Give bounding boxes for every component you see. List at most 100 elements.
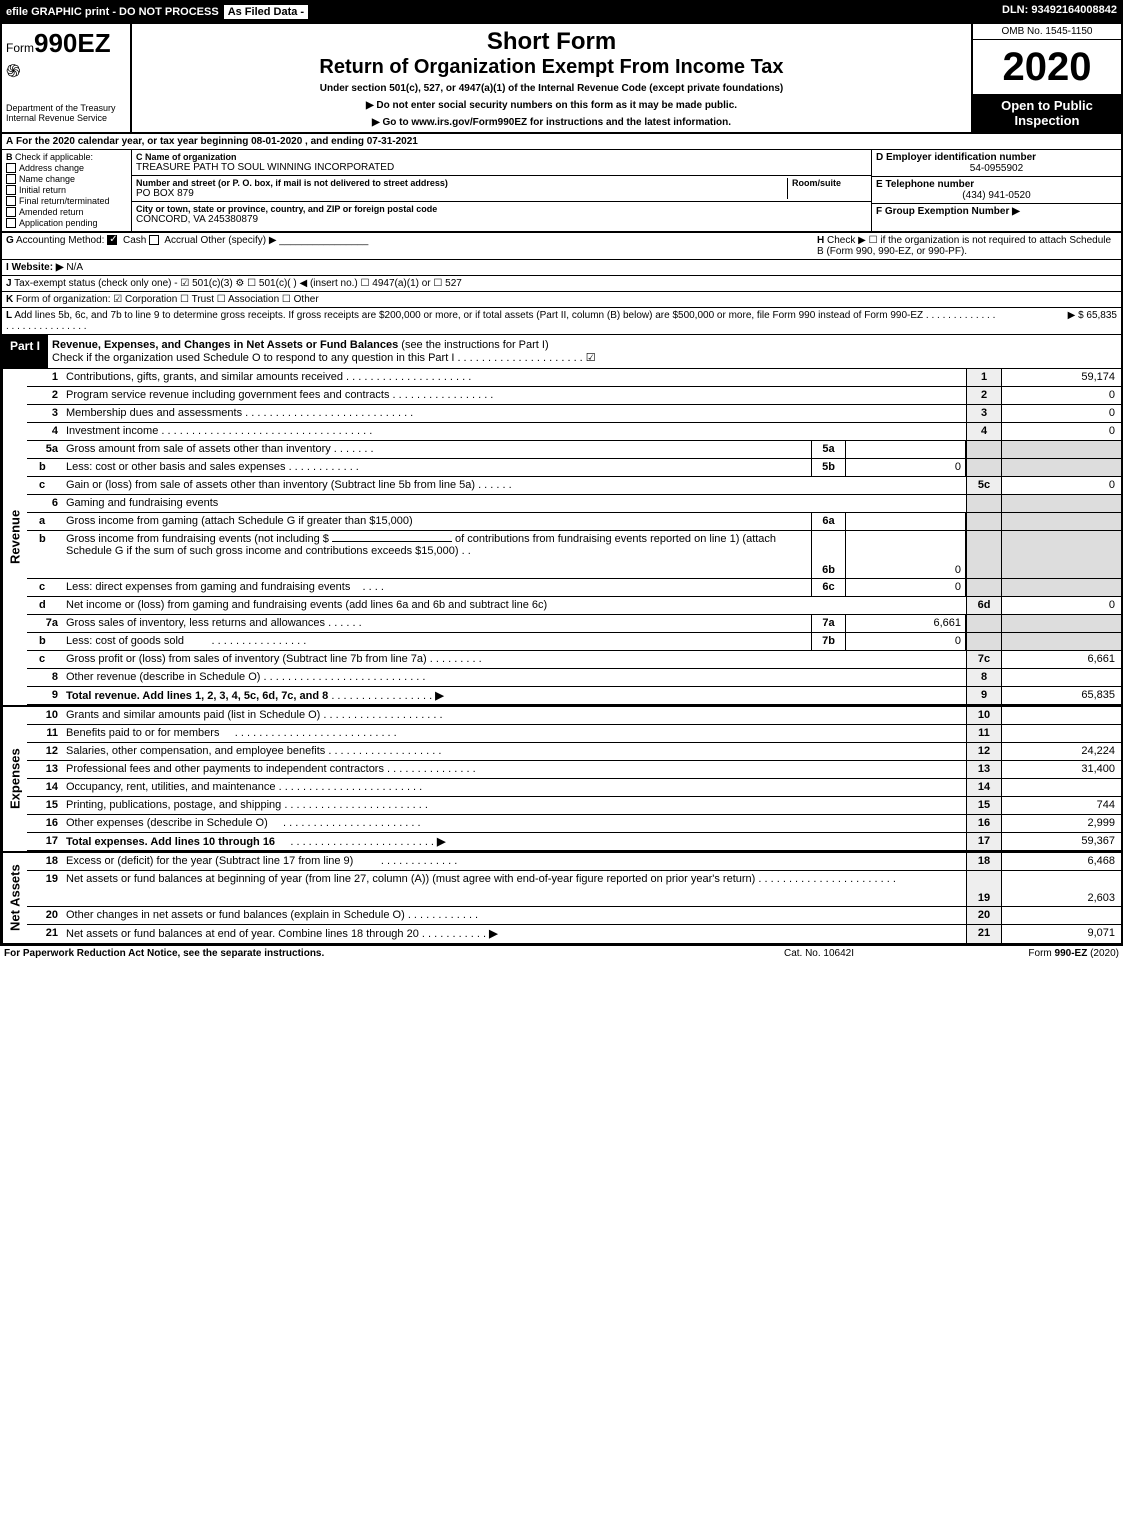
- checkbox-cash-icon[interactable]: ✓: [107, 235, 117, 245]
- amt-value-shaded: [1001, 495, 1121, 512]
- l-label: L: [6, 310, 12, 321]
- amt-value: 0: [1001, 477, 1121, 494]
- footer-mid: Cat. No. 10642I: [719, 948, 919, 959]
- amt-value: [1001, 907, 1121, 924]
- irs-text: Internal Revenue Service: [6, 113, 126, 123]
- revenue-lines: 1 Contributions, gifts, grants, and simi…: [27, 369, 1121, 705]
- line-desc: Net income or (loss) from gaming and fun…: [62, 597, 966, 614]
- other-label: Other (specify) ▶: [200, 235, 276, 246]
- org-name-cell: C Name of organization TREASURE PATH TO …: [132, 150, 871, 176]
- amt-label: 9: [966, 687, 1001, 704]
- check-label: Amended return: [19, 207, 84, 217]
- b-label: B: [6, 152, 13, 162]
- amt-value: 59,174: [1001, 369, 1121, 386]
- k-label: K: [6, 294, 13, 305]
- tax-year: 2020: [973, 40, 1121, 94]
- column-b: B Check if applicable: Address change Na…: [2, 150, 132, 231]
- check-label: Name change: [19, 174, 75, 184]
- line-desc: Program service revenue including govern…: [62, 387, 966, 404]
- sub-label: 6c: [811, 579, 846, 596]
- city-cell: City or town, state or province, country…: [132, 202, 871, 227]
- line-desc: Other expenses (describe in Schedule O) …: [62, 815, 966, 832]
- line-num: 10: [27, 707, 62, 724]
- checkbox-icon[interactable]: [6, 207, 16, 217]
- street-cell: Number and street (or P. O. box, if mail…: [132, 176, 871, 202]
- desc-text: Occupancy, rent, utilities, and maintena…: [66, 781, 276, 793]
- desc-text: Gain or (loss) from sale of assets other…: [66, 479, 475, 491]
- g-text: Accounting Method:: [16, 235, 104, 246]
- amt-value-shaded: [1001, 459, 1121, 476]
- desc-text: Net assets or fund balances at beginning…: [66, 873, 755, 885]
- amt-value: 2,999: [1001, 815, 1121, 832]
- amt-value: 744: [1001, 797, 1121, 814]
- checkbox-icon[interactable]: [6, 185, 16, 195]
- line-desc: Less: cost or other basis and sales expe…: [62, 459, 811, 476]
- line-10: 10 Grants and similar amounts paid (list…: [27, 707, 1121, 725]
- efile-text: efile GRAPHIC print - DO NOT PROCESS: [6, 6, 219, 18]
- line-14: 14 Occupancy, rent, utilities, and maint…: [27, 779, 1121, 797]
- room-label: Room/suite: [787, 178, 867, 199]
- checkbox-accrual-icon[interactable]: [149, 235, 159, 245]
- amt-value: [1001, 779, 1121, 796]
- line-num: 3: [27, 405, 62, 422]
- under-section: Under section 501(c), 527, or 4947(a)(1)…: [136, 83, 967, 94]
- netassets-section: Net Assets 18 Excess or (deficit) for th…: [2, 851, 1121, 943]
- line-num: b: [27, 459, 62, 476]
- line-19: 19 Net assets or fund balances at beginn…: [27, 871, 1121, 907]
- line-15: 15 Printing, publications, postage, and …: [27, 797, 1121, 815]
- line-num: 12: [27, 743, 62, 760]
- part1-check-mark: ☑: [586, 352, 596, 364]
- line-num: b: [27, 531, 62, 578]
- line-num: c: [27, 579, 62, 596]
- amt-label-shaded: [966, 495, 1001, 512]
- line-num: 8: [27, 669, 62, 686]
- checkbox-icon[interactable]: [6, 163, 16, 173]
- desc-text: Excess or (deficit) for the year (Subtra…: [66, 855, 353, 867]
- checkbox-icon[interactable]: [6, 174, 16, 184]
- form-column: Form990EZ ֍ Department of the Treasury I…: [2, 24, 132, 132]
- street-value: PO BOX 879: [136, 188, 787, 199]
- check-name: Name change: [6, 174, 127, 184]
- k-text: Form of organization: ☑ Corporation ☐ Tr…: [16, 294, 319, 305]
- j-text: Tax-exempt status (check only one) - ☑ 5…: [14, 278, 462, 289]
- amt-value-shaded: [1001, 633, 1121, 650]
- footer-left: For Paperwork Reduction Act Notice, see …: [4, 948, 719, 959]
- netassets-sidebar: Net Assets: [2, 853, 27, 943]
- desc-text: Gross amount from sale of assets other t…: [66, 443, 331, 455]
- group-label: F Group Exemption Number ▶: [876, 206, 1020, 217]
- sub-value: 6,661: [846, 615, 966, 632]
- treasury-seal-icon: ֍: [6, 59, 126, 83]
- checkbox-icon[interactable]: [6, 196, 16, 206]
- line-desc: Less: direct expenses from gaming and fu…: [62, 579, 811, 596]
- row-l: L Add lines 5b, 6c, and 7b to line 9 to …: [2, 308, 1121, 335]
- amt-label-shaded: [966, 615, 1001, 632]
- amt-value: 31,400: [1001, 761, 1121, 778]
- desc-text: Other changes in net assets or fund bala…: [66, 909, 405, 921]
- desc-text: Total expenses. Add lines 10 through 16: [66, 836, 275, 848]
- checkbox-icon[interactable]: [6, 218, 16, 228]
- amt-value: 0: [1001, 387, 1121, 404]
- line-desc: Salaries, other compensation, and employ…: [62, 743, 966, 760]
- line-desc: Excess or (deficit) for the year (Subtra…: [62, 853, 966, 870]
- desc-text: Benefits paid to or for members: [66, 727, 219, 739]
- line-6c: c Less: direct expenses from gaming and …: [27, 579, 1121, 597]
- line-20: 20 Other changes in net assets or fund b…: [27, 907, 1121, 925]
- amt-value-shaded: [1001, 441, 1121, 458]
- amt-label-shaded: [966, 633, 1001, 650]
- desc-text: Less: cost or other basis and sales expe…: [66, 461, 286, 473]
- column-c: C Name of organization TREASURE PATH TO …: [132, 150, 871, 231]
- line-13: 13 Professional fees and other payments …: [27, 761, 1121, 779]
- footer-right: Form 990-EZ (2020): [919, 948, 1119, 959]
- line-4: 4 Investment income . . . . . . . . . . …: [27, 423, 1121, 441]
- amt-label: 7c: [966, 651, 1001, 668]
- amt-value: 0: [1001, 597, 1121, 614]
- sub-value: 0: [846, 459, 966, 476]
- amt-label: 15: [966, 797, 1001, 814]
- amt-label: 20: [966, 907, 1001, 924]
- h-label: H: [817, 235, 824, 246]
- part1-header: Part I Revenue, Expenses, and Changes in…: [2, 335, 1121, 369]
- amt-value-shaded: [1001, 531, 1121, 578]
- desc-text: Net assets or fund balances at end of ye…: [66, 928, 419, 940]
- column-def: D Employer identification number 54-0955…: [871, 150, 1121, 231]
- line-desc: Grants and similar amounts paid (list in…: [62, 707, 966, 724]
